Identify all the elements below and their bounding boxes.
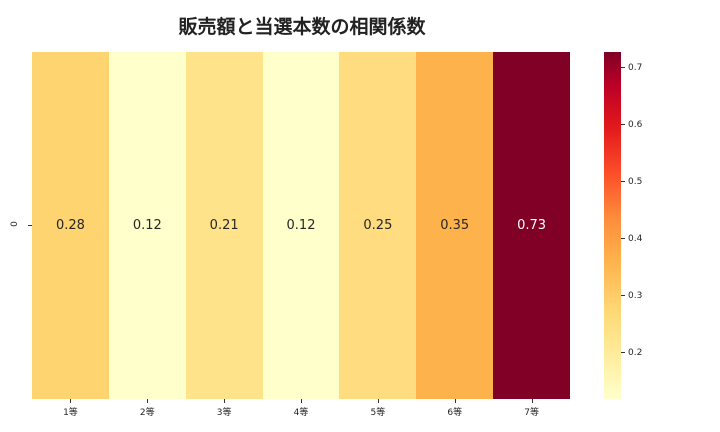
x-axis-tick-label: 7等: [493, 399, 570, 418]
x-axis-tick-label: 4等: [263, 399, 340, 418]
x-axis-tick-label: 2等: [109, 399, 186, 418]
colorbar: [604, 52, 621, 399]
colorbar-tick-label: 0.5: [621, 177, 642, 187]
x-axis-tick-label: 5等: [339, 399, 416, 418]
heatmap-cell: 0.12: [108, 52, 186, 399]
heatmap-cell: 0.12: [262, 52, 340, 399]
y-axis-tick-label: 0: [9, 221, 20, 227]
heatmap-grid: 0.28 0.12 0.21 0.12 0.25 0.35 0.73: [32, 52, 571, 399]
x-axis-tick-label: 3等: [186, 399, 263, 418]
x-axis-tick-label: 6等: [416, 399, 493, 418]
heatmap-cell: 0.28: [32, 52, 109, 399]
heatmap-cell: 0.21: [185, 52, 263, 399]
colorbar-tick-label: 0.6: [621, 120, 642, 130]
colorbar-tick-label: 0.7: [621, 63, 642, 73]
chart-title: 販売額と当選本数の相関係数: [178, 16, 426, 38]
heatmap-cell: 0.73: [493, 52, 571, 399]
y-axis-tick: [28, 225, 32, 226]
colorbar-tick-label: 0.4: [621, 234, 642, 244]
colorbar-tick-label: 0.2: [621, 348, 642, 358]
colorbar-ticks: 0.7 0.6 0.5 0.4 0.3 0.2: [621, 52, 681, 399]
colorbar-tick-label: 0.3: [621, 291, 642, 301]
heatmap-cell: 0.25: [339, 52, 417, 399]
x-axis-tick-label: 1等: [32, 399, 109, 418]
heatmap-cell: 0.35: [416, 52, 494, 399]
x-axis-ticks: 1等 2等 3等 4等 5等 6等 7等: [32, 399, 570, 418]
